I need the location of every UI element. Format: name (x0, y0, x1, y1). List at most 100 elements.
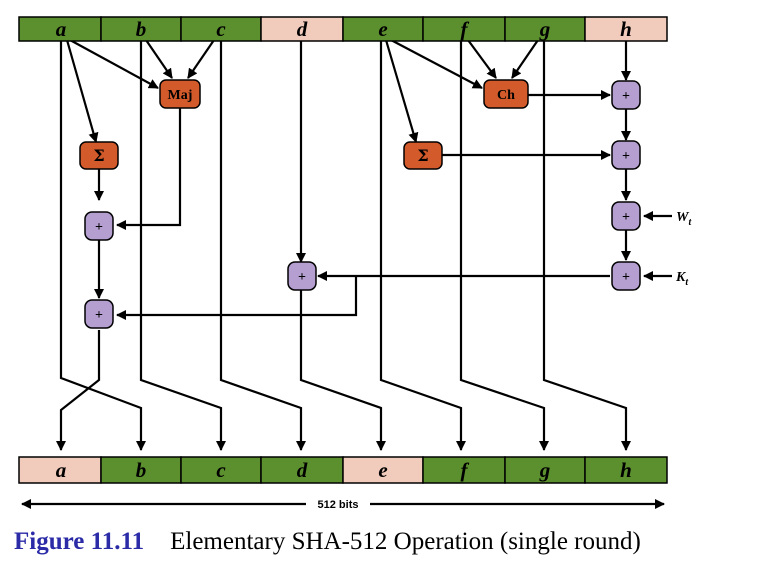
bottom-register-d-label: d (297, 458, 308, 482)
bottom-register-a: a (18, 456, 102, 484)
adder-h1: + (611, 80, 641, 110)
adder-h1-symbol: + (622, 89, 630, 104)
wire-e-to-f (379, 40, 467, 452)
adder-d-shape (287, 261, 317, 291)
ch-box: Ch (483, 79, 529, 109)
adder-a2: + (84, 299, 114, 329)
input-k-sub: t (685, 277, 689, 288)
bottom-register-h-label: h (620, 458, 632, 482)
bottom-register-e-box (342, 456, 424, 484)
bottom-register-c: c (180, 456, 262, 484)
bottom-register-f: f (422, 456, 506, 484)
adder-h4-shape (611, 261, 641, 291)
top-register-h: h (584, 16, 668, 42)
top-register-e: e (342, 16, 424, 42)
input-k-main: K (675, 270, 687, 285)
input-w-main: W (676, 210, 690, 225)
maj-label: Maj (168, 88, 193, 103)
maj-box-shape (159, 79, 201, 109)
adder-a2-symbol: + (95, 308, 103, 323)
width-label: 512 bits (318, 499, 359, 511)
adder-a1-shape (84, 211, 114, 241)
top-register-c: c (180, 16, 262, 42)
bottom-register-g-label: g (539, 458, 551, 482)
bottom-register-b: b (100, 456, 182, 484)
bottom-register-b-box (100, 456, 182, 484)
bottom-register: a b c d e f g h (18, 456, 668, 484)
adder-h3: + (611, 201, 641, 231)
bottom-register-h-box (584, 456, 668, 484)
ch-label: Ch (497, 88, 515, 103)
bottom-register-a-label: a (56, 458, 67, 482)
input-k-label: Kt (675, 270, 689, 288)
top-register-b-label: b (136, 17, 147, 41)
adder-h1-shape (611, 80, 641, 110)
adder-h3-symbol: + (622, 210, 630, 225)
bottom-register-f-label: f (461, 458, 470, 482)
bottom-register-c-label: c (216, 458, 226, 482)
adder-h3-shape (611, 201, 641, 231)
wire-f-to-g (459, 40, 550, 452)
top-register-c-box (180, 16, 262, 42)
width-dimension: 512 bits (20, 498, 666, 511)
wire-adder-to-e (299, 290, 387, 452)
bottom-register-g-box (504, 456, 586, 484)
wire-t1-to-adder-a (115, 276, 358, 321)
top-register-a-label: a (56, 17, 67, 41)
bottom-register-h: h (584, 456, 668, 484)
wire-c-to-d (219, 40, 307, 452)
wire-g-to-ch (511, 39, 539, 79)
bottom-register-e-label: e (378, 458, 387, 482)
adder-h2: + (611, 140, 641, 170)
adder-h2-symbol: + (622, 149, 630, 164)
top-register-d: d (260, 16, 344, 42)
bottom-register-g: g (504, 456, 586, 484)
top-register-f-label: f (461, 17, 470, 41)
top-register-d-label: d (297, 17, 308, 41)
adder-d: + (287, 261, 317, 291)
sigma-a-box: Σ (79, 141, 119, 170)
input-w-label: Wt (676, 210, 692, 228)
wire-a-to-sigma-a (65, 39, 99, 143)
sigma-e-label: Σ (417, 146, 428, 165)
sigma-a-box-shape (79, 141, 119, 170)
wire-a-to-b (59, 40, 147, 452)
wire-maj-to-adder1 (115, 108, 182, 231)
input-w-sub: t (688, 217, 692, 228)
adder-h4-symbol: + (622, 270, 630, 285)
sigma-e-box-shape (403, 141, 443, 170)
wire-e-to-sigma-e (384, 39, 419, 143)
sigma-a-label: Σ (93, 146, 104, 165)
bottom-register-d-box (260, 456, 344, 484)
top-register-h-label: h (620, 17, 632, 41)
bottom-register-e: e (342, 456, 424, 484)
maj-box: Maj (159, 79, 201, 109)
bottom-register-a-box (18, 456, 102, 484)
adder-h2-shape (611, 140, 641, 170)
top-register-b: b (100, 16, 182, 42)
top-register-e-label: e (378, 17, 387, 41)
adder-a1: + (84, 211, 114, 241)
top-register-a: a (18, 16, 102, 42)
top-register-g-label: g (539, 17, 551, 41)
wire-f-to-ch (467, 39, 497, 79)
wire-g-to-h (542, 40, 632, 452)
top-register-a-box (18, 16, 102, 42)
sha512-round-diagram: a b c d e f g h (18, 16, 692, 511)
bottom-register-b-label: b (136, 458, 147, 482)
top-register-h-box (584, 16, 668, 42)
wire-a-to-maj (69, 39, 159, 89)
adder-d-symbol: + (298, 270, 306, 285)
wire-b-to-c (139, 40, 227, 452)
adder-a2-shape (84, 299, 114, 329)
bottom-register-d: d (260, 456, 344, 484)
wire-adder-a2-to-new-a (55, 330, 101, 452)
wires (55, 39, 672, 452)
top-register-c-label: c (216, 17, 226, 41)
wire-c-to-maj (187, 39, 215, 79)
ch-box-shape (483, 79, 529, 109)
figure-caption: Figure 11.11 Elementary SHA-512 Operation… (14, 528, 641, 556)
top-register-g: g (504, 16, 586, 42)
caption-text: Elementary SHA-512 Operation (single rou… (170, 528, 641, 555)
wire-b-to-maj (145, 39, 173, 79)
